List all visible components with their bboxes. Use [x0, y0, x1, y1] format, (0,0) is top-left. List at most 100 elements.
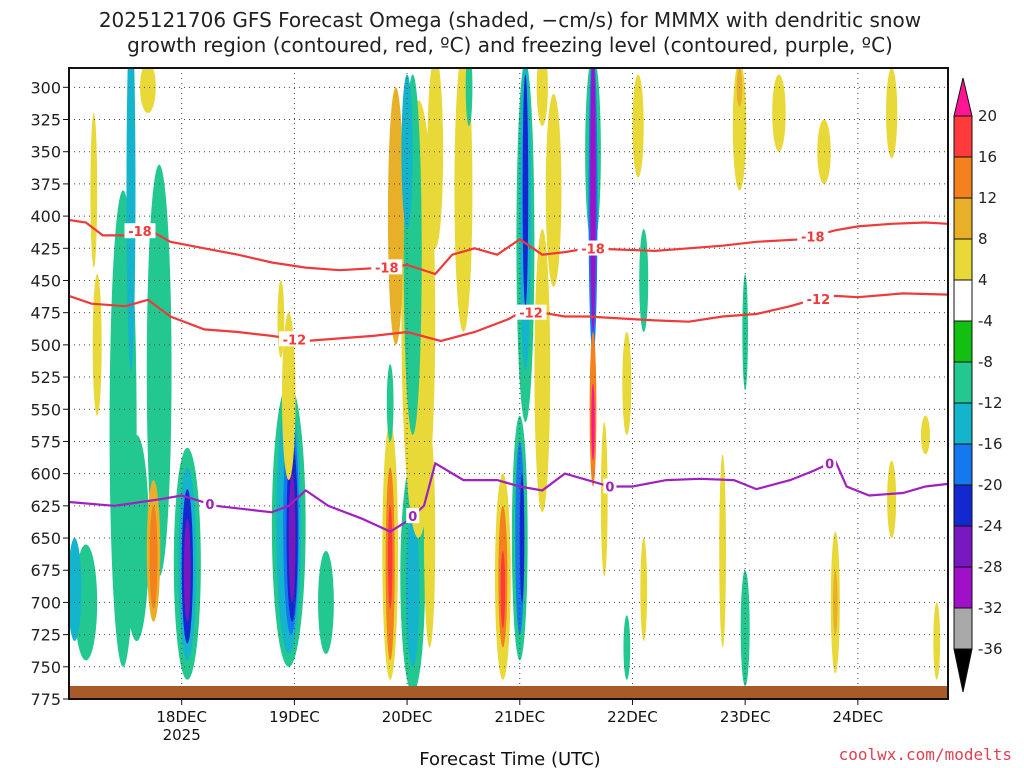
plot-area: -18 -18 -18 -18 -12 -12 -12 0 0 0 0 — [68, 67, 949, 700]
omega-blob — [833, 570, 838, 635]
colorbar-segment — [953, 115, 973, 158]
x-tick-label: 18DEC — [156, 708, 207, 726]
colorbar-label: -28 — [978, 558, 1003, 576]
colorbar-segment — [953, 607, 973, 650]
y-tick-label: 325 — [30, 111, 61, 130]
x-axis-label: Forecast Time (UTC) — [419, 749, 600, 768]
omega-blob — [600, 422, 608, 577]
omega-blob — [281, 312, 296, 481]
colorbar-segment — [953, 402, 973, 445]
y-tick-label: 650 — [30, 529, 61, 548]
contour-label-bg — [802, 290, 834, 306]
contour-label: -18 — [128, 225, 152, 240]
contour-label-bg — [203, 496, 217, 512]
colorbar-label: -36 — [978, 640, 1003, 658]
colorbar-label: -4 — [978, 312, 993, 330]
y-tick-label: 625 — [30, 497, 61, 516]
y-tick-label: 450 — [30, 271, 61, 290]
colorbar-label: -12 — [978, 394, 1003, 412]
colorbar-label: -20 — [978, 476, 1003, 494]
omega-blob — [639, 228, 649, 332]
colorbar-segment — [953, 279, 973, 322]
omega-blob — [454, 68, 473, 332]
y-tick-label: 300 — [30, 78, 61, 97]
omega-blob — [519, 473, 525, 603]
y-tick-label: 425 — [30, 239, 61, 258]
omega-blob — [500, 550, 506, 629]
contour-label: -18 — [801, 230, 825, 245]
omega-blob — [742, 274, 748, 390]
colorbar: 20 16 12 8 4 -4 -8 -12 -16 -20 -24 -28 -32 -36 — [953, 77, 1003, 693]
contour-label-bg — [406, 508, 420, 524]
colorbar-label: 4 — [978, 271, 988, 289]
y-tick-label: 750 — [30, 658, 61, 677]
colorbar-segment — [953, 197, 973, 240]
omega-blob — [632, 74, 644, 178]
contour-lines: -18 -18 -18 -18 -12 -12 -12 0 0 0 0 — [69, 218, 948, 533]
y-tick-label: 725 — [30, 626, 61, 645]
y-tick-label: 600 — [30, 465, 61, 484]
contour-label-bg — [797, 228, 829, 244]
omega-blob — [590, 68, 596, 332]
contour-label-bg — [603, 478, 617, 494]
x-tick-sublabel: 2025 — [163, 726, 201, 744]
x-tick-label: 24DEC — [833, 708, 884, 726]
plot-frame — [68, 67, 949, 700]
contour-label: -18 — [375, 261, 399, 276]
x-tick-label: 23DEC — [720, 708, 771, 726]
x-tick-label: 21DEC — [494, 708, 545, 726]
omega-blob — [536, 68, 548, 126]
omega-blob — [591, 383, 595, 461]
omega-blob — [887, 460, 897, 539]
omega-blob — [772, 74, 786, 152]
omega-blob — [401, 74, 413, 229]
contour-label: -12 — [519, 307, 543, 322]
omega-blob — [427, 68, 444, 249]
y-tick-label: 675 — [30, 561, 61, 580]
y-tick-label: 700 — [30, 593, 61, 612]
grid-lines — [68, 68, 948, 700]
omega-blob — [146, 164, 172, 577]
colorbar-segment — [953, 238, 973, 281]
credit-text: coolwx.com/modelts — [839, 745, 1012, 764]
contour-label-bg — [823, 455, 837, 471]
omega-blob — [139, 68, 156, 114]
colorbar-top-arrow — [953, 77, 973, 117]
contour-label-bg — [515, 304, 547, 320]
omega-blob — [318, 550, 334, 654]
contour-dendritic-bottom — [69, 292, 948, 343]
omega-blob — [405, 512, 420, 667]
colorbar-segment — [953, 320, 973, 363]
contour-freezing-level — [69, 459, 948, 533]
omega-blob — [386, 364, 394, 442]
colorbar-label: 16 — [978, 148, 997, 166]
colorbar-label: -32 — [978, 599, 1003, 617]
chart-title-line2: growth region (contoured, red, ºC) and f… — [127, 33, 893, 57]
y-tick-label: 400 — [30, 207, 61, 226]
omega-blob — [387, 87, 404, 345]
contour-label-bg — [278, 331, 310, 347]
omega-blob — [465, 68, 473, 126]
omega-blob — [920, 415, 930, 455]
y-tick-label: 550 — [30, 400, 61, 419]
x-tick-label: 22DEC — [607, 708, 658, 726]
colorbar-label: -8 — [978, 353, 993, 371]
y-tick-label: 575 — [30, 432, 61, 451]
chart-title-line1: 2025121706 GFS Forecast Omega (shaded, −… — [99, 8, 921, 32]
colorbar-segment — [953, 566, 973, 609]
omega-blob — [719, 454, 726, 648]
contour-dendritic-top — [69, 218, 948, 276]
omega-blob — [92, 274, 102, 416]
colorbar-segment — [953, 443, 973, 486]
y-tick-label: 375 — [30, 175, 61, 194]
omega-blob — [545, 93, 562, 287]
y-tick-label: 775 — [30, 690, 61, 709]
omega-blob — [640, 538, 648, 642]
omega-blob — [288, 473, 296, 603]
x-tick-label: 20DEC — [382, 708, 433, 726]
omega-blob — [124, 435, 150, 642]
contour-label-bg — [577, 240, 609, 256]
colorbar-segment — [953, 361, 973, 404]
